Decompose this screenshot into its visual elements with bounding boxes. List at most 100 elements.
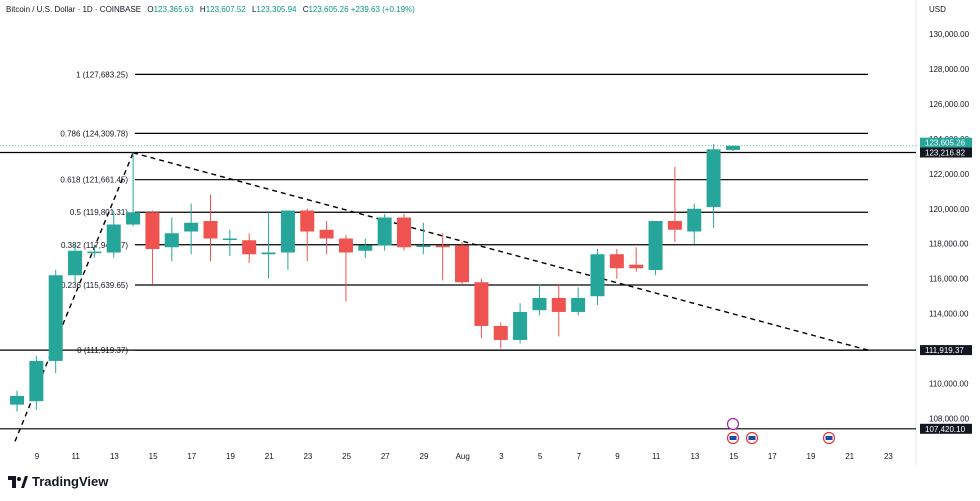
- y-tick-label: 120,000.00: [929, 205, 970, 214]
- candle-body: [106, 224, 121, 253]
- change-value: +239.63 (+0.19%): [350, 5, 415, 14]
- y-tick-label: 126,000.00: [929, 100, 970, 109]
- descending-trendline: [132, 152, 869, 351]
- low-label: L: [251, 5, 257, 14]
- y-tick-label: 130,000.00: [929, 30, 970, 39]
- x-tick-label: 3: [499, 452, 504, 461]
- candle-body: [629, 264, 644, 269]
- price-tag-label: 107,420.10: [925, 425, 966, 434]
- candle-body: [242, 240, 257, 255]
- x-tick-label: 17: [768, 452, 777, 461]
- candle-body: [648, 221, 663, 270]
- candle-body: [551, 297, 566, 312]
- x-tick-label: 19: [226, 452, 235, 461]
- x-tick-label: 13: [110, 452, 119, 461]
- candle-body: [68, 250, 83, 276]
- candle-body: [280, 210, 295, 253]
- candle-body: [29, 360, 44, 402]
- price-tag-label: 111,919.37: [925, 346, 964, 355]
- fib-level-label: 0.5 (119,801.31): [70, 208, 128, 217]
- price-tag: [920, 423, 972, 434]
- high-value: 123,607.52: [205, 5, 246, 14]
- split-event-icon: [726, 417, 740, 431]
- candle-body: [493, 325, 508, 340]
- flag-icon: [729, 436, 737, 440]
- flag-icon: [748, 436, 756, 440]
- tradingview-logo[interactable]: TradingView: [8, 474, 108, 489]
- close-value: 123,605.26: [308, 5, 349, 14]
- y-tick-label: 122,000.00: [929, 170, 970, 179]
- fib-level-label: 0.786 (124,309.78): [60, 129, 128, 138]
- open-value: 123,365.63: [153, 5, 194, 14]
- candle-body: [687, 208, 702, 232]
- y-tick-label: 110,000.00: [929, 380, 969, 389]
- candle-body: [455, 245, 470, 283]
- candle-body: [10, 395, 24, 405]
- x-tick-label: 21: [845, 452, 854, 461]
- rising-trendline: [14, 152, 134, 442]
- x-tick-label: Aug: [456, 452, 470, 461]
- brand-name: TradingView: [32, 474, 109, 489]
- candle-body: [338, 238, 353, 253]
- x-tick-label: 17: [187, 452, 196, 461]
- candle-body: [48, 275, 63, 361]
- tradingview-logo-icon: [8, 475, 28, 488]
- x-tick-label: 19: [807, 452, 816, 461]
- price-tag-label: 123,605.26: [925, 139, 966, 148]
- candle-body: [319, 229, 334, 239]
- x-tick-label: 15: [729, 452, 738, 461]
- x-tick-label: 9: [615, 452, 620, 461]
- candle-body: [532, 297, 547, 311]
- x-tick-label: 27: [381, 452, 390, 461]
- candle-body: [87, 251, 102, 254]
- x-tick-label: 11: [72, 452, 81, 461]
- y-tick-label: 118,000.00: [929, 240, 969, 249]
- candle-body: [416, 245, 431, 247]
- x-tick-label: 23: [303, 452, 312, 461]
- x-tick-label: 23: [884, 452, 893, 461]
- candle-body: [377, 217, 392, 246]
- price-tag-label: 123,216.82: [925, 149, 966, 158]
- y-tick-label: 116,000.00: [929, 275, 969, 284]
- x-tick-label: 25: [342, 452, 351, 461]
- symbol-title: Bitcoin / U.S. Dollar · 1D · COINBASE: [6, 5, 142, 14]
- candle-body: [474, 282, 489, 326]
- price-tag: [920, 345, 972, 356]
- candle-body: [590, 254, 605, 297]
- x-tick-label: 15: [149, 452, 158, 461]
- fib-level-label: 1 (127,683.25): [76, 70, 128, 79]
- candle-body: [261, 252, 276, 255]
- x-tick-label: 13: [690, 452, 699, 461]
- candle-body: [164, 233, 179, 248]
- low-value: 123,305.94: [256, 5, 297, 14]
- close-label: C: [302, 5, 309, 14]
- fib-level-label: 0.236 (115,639.65): [61, 281, 128, 290]
- flag-icon: [825, 436, 833, 440]
- x-tick-label: 7: [577, 452, 582, 461]
- x-tick-label: 5: [538, 452, 543, 461]
- candle-body: [300, 210, 315, 232]
- candle-body: [203, 221, 218, 239]
- candle-body: [609, 254, 624, 269]
- price-tag: [920, 147, 972, 158]
- candle-body: [222, 238, 237, 241]
- candle-body: [706, 149, 721, 208]
- x-tick-label: 11: [652, 452, 661, 461]
- x-tick-label: 9: [35, 452, 40, 461]
- y-tick-label: 128,000.00: [929, 65, 970, 74]
- candle-body: [725, 145, 740, 150]
- candle-body: [667, 221, 682, 230]
- candle-body: [184, 222, 199, 232]
- y-tick-label: 114,000.00: [929, 310, 969, 319]
- high-label: H: [199, 5, 206, 14]
- candle-body: [358, 245, 373, 251]
- fib-level-label: 0.618 (121,661.45): [60, 176, 128, 185]
- candle-body: [397, 217, 411, 248]
- candle-body: [126, 212, 141, 225]
- x-tick-label: 21: [265, 452, 274, 461]
- candle-body: [145, 212, 160, 249]
- currency-label[interactable]: USD: [929, 5, 946, 14]
- open-label: O: [147, 5, 154, 14]
- y-tick-label: 108,000.00: [929, 415, 970, 424]
